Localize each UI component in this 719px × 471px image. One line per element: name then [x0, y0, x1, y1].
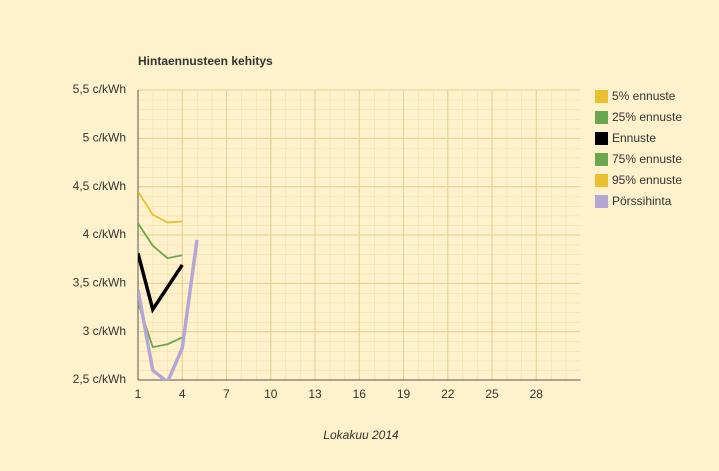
legend-swatch: [595, 174, 608, 187]
series-line: [138, 191, 183, 224]
x-tick-label: 7: [223, 387, 230, 401]
legend-label: 5% ennuste: [612, 89, 676, 103]
series-line: [138, 252, 184, 314]
x-tick-label: 1: [135, 387, 142, 401]
x-tick-label: 16: [353, 387, 367, 401]
y-tick-label: 5 c/kWh: [83, 131, 126, 145]
legend-swatch: [595, 111, 608, 124]
legend-swatch: [595, 153, 608, 166]
legend-label: 25% ennuste: [612, 110, 682, 124]
y-tick-label: 3 c/kWh: [83, 324, 126, 338]
legend-label: Ennuste: [612, 131, 656, 145]
series-line: [138, 239, 199, 380]
x-tick-label: 28: [530, 387, 544, 401]
legend-swatch: [595, 195, 608, 208]
x-tick-label: 25: [485, 387, 499, 401]
y-tick-label: 5,5 c/kWh: [73, 82, 126, 96]
x-tick-label: 22: [441, 387, 455, 401]
series-line: [138, 222, 183, 260]
legend-label: 75% ennuste: [612, 152, 682, 166]
x-axis-label: Lokakuu 2014: [323, 428, 399, 442]
x-tick-label: 4: [179, 387, 186, 401]
legend-label: 95% ennuste: [612, 173, 682, 187]
y-tick-label: 4,5 c/kWh: [73, 179, 126, 193]
x-tick-label: 13: [308, 387, 322, 401]
y-tick-label: 2,5 c/kWh: [73, 372, 126, 386]
y-tick-label: 4 c/kWh: [83, 227, 126, 241]
x-tick-label: 10: [264, 387, 278, 401]
legend-swatch: [595, 132, 608, 145]
x-tick-label: 19: [397, 387, 411, 401]
y-tick-label: 3,5 c/kWh: [73, 276, 126, 290]
chart-title: Hintaennusteen kehitys: [138, 54, 273, 68]
plot: [138, 191, 199, 380]
legend-swatch: [595, 90, 608, 103]
legend-label: Pörssihinta: [612, 194, 672, 208]
